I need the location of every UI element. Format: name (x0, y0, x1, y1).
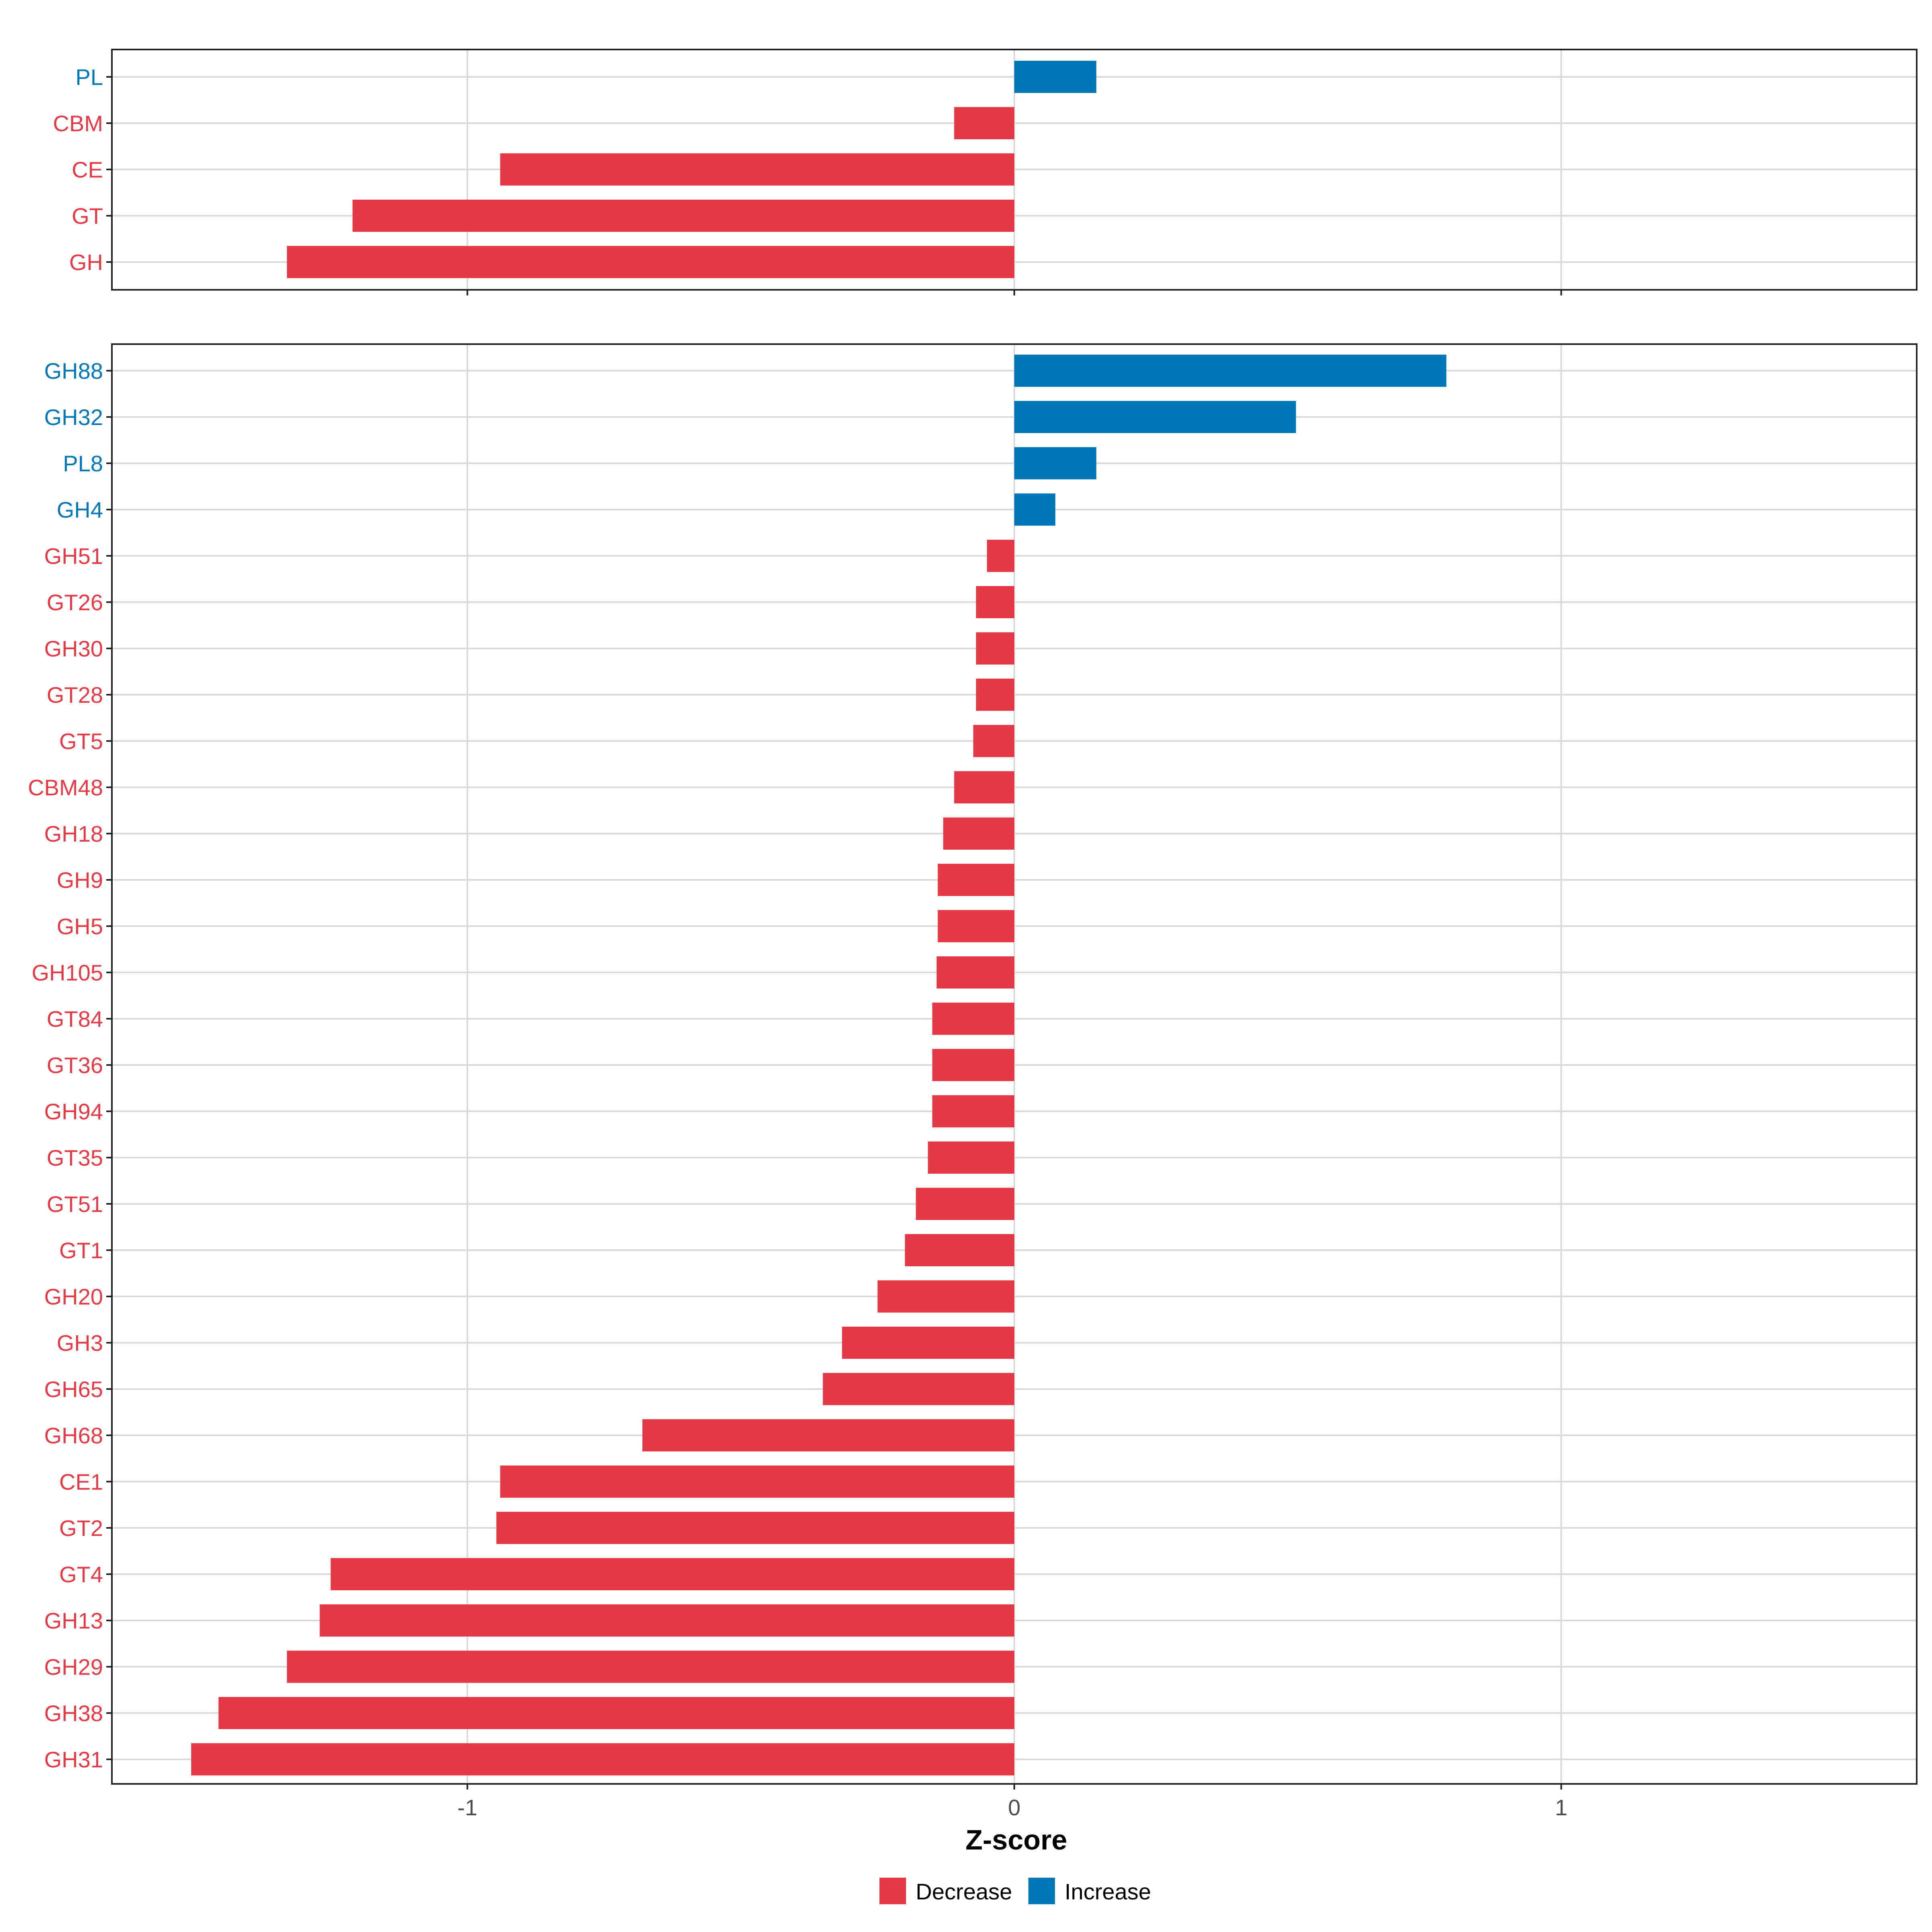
y-tick-label: GT36 (47, 1053, 103, 1078)
bar-gt5 (973, 725, 1014, 757)
y-tick-label: GH30 (44, 636, 103, 661)
y-tick-label: GH13 (44, 1608, 103, 1633)
y-tick-label: CE (72, 157, 103, 182)
bar-gh31 (191, 1743, 1015, 1775)
y-tick-label: GH3 (57, 1330, 103, 1356)
bar-gt26 (976, 586, 1014, 618)
legend-key-increase (1028, 1878, 1055, 1904)
bar-gt36 (932, 1049, 1014, 1081)
bar-gh18 (943, 817, 1014, 850)
y-tick-label: GT28 (47, 682, 103, 708)
y-tick-label: PL8 (63, 451, 103, 476)
bar-gh13 (320, 1604, 1015, 1637)
x-tick-label: -1 (457, 1795, 477, 1820)
bar-gh68 (642, 1419, 1014, 1451)
y-tick-label: GH51 (44, 543, 103, 569)
y-tick-label: GH18 (44, 821, 103, 846)
y-tick-label: GH31 (44, 1747, 103, 1772)
bottom-panel: GH88GH32PL8GH4GH51GT26GH30GT28GT5CBM48GH… (28, 343, 1918, 1820)
bar-gh20 (877, 1280, 1014, 1313)
y-tick-label: GT5 (59, 729, 103, 754)
y-tick-label: PL (76, 64, 103, 90)
bar-gh94 (932, 1095, 1014, 1127)
y-tick-label: GT26 (47, 590, 103, 615)
bar-cbm48 (954, 771, 1014, 803)
y-tick-label: GT4 (59, 1562, 103, 1587)
y-tick-label: GH (69, 250, 103, 275)
bar-pl (1014, 61, 1096, 93)
y-tick-label: GT1 (59, 1238, 103, 1263)
bar-gh88 (1014, 355, 1447, 387)
bar-gh (287, 246, 1014, 278)
bar-gh30 (976, 632, 1014, 665)
bar-gt (352, 200, 1014, 232)
bar-gh9 (937, 864, 1014, 896)
legend-label-increase: Increase (1065, 1879, 1151, 1904)
x-tick-label: 0 (1008, 1795, 1020, 1820)
bar-gh105 (937, 956, 1014, 989)
bar-gt35 (928, 1141, 1014, 1174)
y-tick-label: CE1 (59, 1469, 103, 1494)
y-tick-label: GH105 (32, 960, 103, 985)
legend: Decrease Increase (879, 1878, 1151, 1904)
y-tick-label: GH32 (44, 405, 103, 430)
y-tick-label: GT2 (59, 1515, 103, 1541)
bar-pl8 (1014, 447, 1096, 479)
bar-gh29 (287, 1651, 1014, 1683)
bar-ce (500, 153, 1014, 186)
legend-key-decrease (879, 1878, 906, 1904)
bar-gh4 (1014, 493, 1055, 526)
bar-gh51 (987, 540, 1014, 572)
bar-gh65 (823, 1373, 1014, 1405)
y-tick-label: GH88 (44, 358, 103, 384)
y-tick-label: CBM (53, 111, 103, 136)
y-tick-label: GH68 (44, 1423, 103, 1448)
bar-gt84 (932, 1003, 1014, 1035)
y-tick-label: GH20 (44, 1284, 103, 1309)
bar-gh32 (1014, 401, 1296, 433)
y-tick-label: GH9 (57, 867, 103, 893)
y-tick-label: GH5 (57, 914, 103, 939)
y-tick-label: GH38 (44, 1701, 103, 1726)
y-tick-label: GT51 (47, 1191, 103, 1217)
y-tick-label: GH4 (57, 497, 103, 522)
y-tick-label: GH65 (44, 1377, 103, 1402)
y-tick-label: GT84 (47, 1006, 103, 1032)
y-tick-label: GH94 (44, 1099, 103, 1124)
bar-gh38 (218, 1697, 1014, 1729)
top-panel: PL CBM CE GT GH (53, 49, 1918, 295)
bar-gt51 (916, 1188, 1014, 1220)
bar-gt2 (496, 1512, 1014, 1544)
legend-label-decrease: Decrease (916, 1879, 1012, 1904)
x-axis-title: Z-score (966, 1824, 1067, 1856)
y-tick-label: GT (72, 203, 103, 229)
bar-cbm (954, 107, 1014, 139)
y-tick-label: GT35 (47, 1145, 103, 1170)
bar-gt28 (976, 679, 1014, 711)
bar-gt4 (330, 1558, 1014, 1590)
y-tick-label: GH29 (44, 1654, 103, 1680)
y-tick-label: CBM48 (28, 775, 103, 800)
bar-gt1 (905, 1234, 1014, 1266)
bar-gh3 (842, 1327, 1014, 1359)
bar-ce1 (500, 1466, 1014, 1498)
x-tick-label: 1 (1555, 1795, 1567, 1820)
bar-gh5 (937, 910, 1014, 942)
